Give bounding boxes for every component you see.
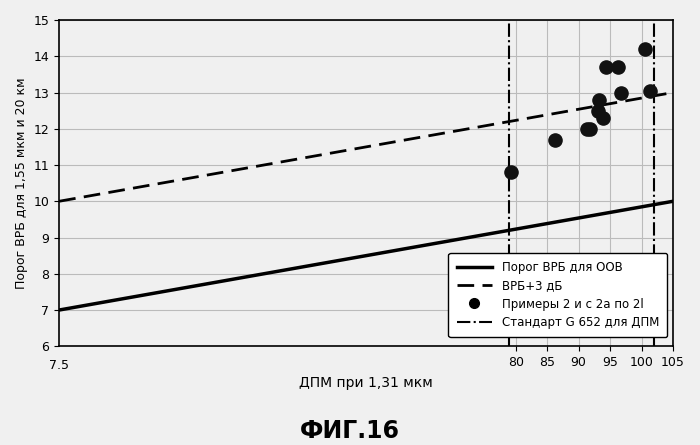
Point [584,125,596,132]
Point [600,64,611,71]
X-axis label: ДПМ при 1,31 мкм: ДПМ при 1,31 мкм [299,376,433,390]
Y-axis label: Порог ВРБ для 1,55 мкм и 20 км: Порог ВРБ для 1,55 мкм и 20 км [15,77,28,289]
Point [505,169,517,176]
Point [644,87,655,94]
Point [550,136,561,143]
Point [616,89,627,96]
Text: ФИГ.16: ФИГ.16 [300,419,400,443]
Point [581,125,592,132]
Point [594,96,605,103]
Legend: Порог ВРБ для ООВ, ВРБ+3 дБ, Примеры 2 и с 2а по 2l, Стандарт G 652 для ДПМ: Порог ВРБ для ООВ, ВРБ+3 дБ, Примеры 2 и… [449,253,667,337]
Point [592,107,603,114]
Point [639,45,650,53]
Point [597,114,608,121]
Text: 7.5: 7.5 [49,359,69,372]
Point [612,64,624,71]
